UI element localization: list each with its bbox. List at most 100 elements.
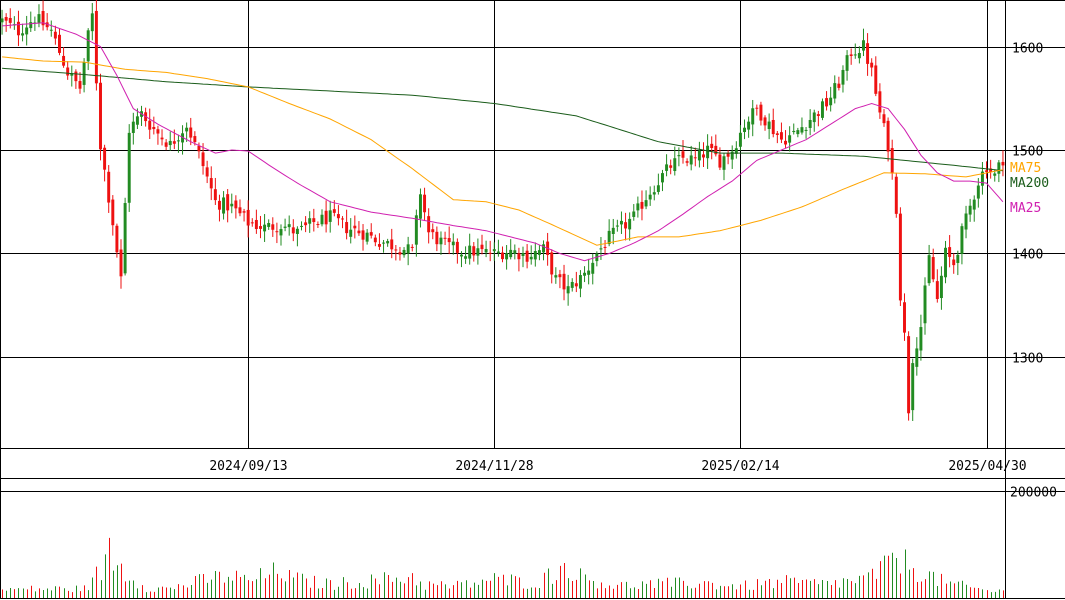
candle-down	[74, 71, 78, 82]
candle-up	[648, 194, 652, 200]
candle-down	[242, 211, 246, 213]
candle-down	[423, 194, 427, 213]
candle-up	[812, 112, 816, 123]
candle-down	[907, 336, 911, 414]
candle-up	[476, 248, 480, 256]
candle-up	[587, 270, 591, 275]
candle-up	[804, 129, 808, 131]
candle-down	[472, 246, 476, 256]
candle-down	[390, 239, 394, 250]
candle-down	[246, 209, 250, 226]
candle-up	[287, 224, 291, 228]
candle-down	[1001, 161, 1005, 166]
candle-down	[574, 283, 578, 287]
candle-down	[345, 222, 349, 234]
candle-up	[677, 155, 681, 157]
candles	[0, 0, 1005, 421]
candle-up	[808, 119, 812, 128]
candle-up	[628, 218, 632, 230]
candle-up	[37, 14, 41, 23]
candle-down	[898, 213, 902, 301]
candle-up	[542, 244, 545, 253]
candle-down	[201, 152, 205, 167]
candle-down	[447, 238, 451, 243]
candle-up	[406, 244, 410, 254]
candle-down	[488, 252, 492, 254]
candle-down	[771, 119, 775, 135]
ma75-line	[2, 56, 1003, 246]
candle-down	[164, 142, 168, 147]
candle-up	[632, 211, 636, 217]
candle-down	[259, 226, 262, 229]
candle-up	[70, 73, 74, 76]
candle-up	[599, 248, 603, 250]
candle-up	[82, 62, 86, 85]
candle-down	[99, 82, 102, 150]
candle-up	[267, 223, 271, 227]
candle-up	[607, 230, 611, 245]
candle-up	[767, 121, 771, 130]
candle-down	[377, 244, 381, 247]
candle-down	[784, 140, 788, 145]
price-tick-label: 1400	[1012, 248, 1043, 263]
candle-down	[435, 231, 439, 245]
candle-up	[185, 127, 189, 132]
candle-up	[90, 13, 94, 32]
candle-down	[870, 62, 874, 68]
candle-up	[135, 116, 139, 125]
legend-ma75: MA75	[1010, 161, 1041, 176]
candle-down	[693, 157, 697, 159]
candle-up	[980, 171, 984, 186]
candle-down	[702, 154, 705, 158]
candle-up	[21, 33, 25, 36]
candle-down	[669, 165, 673, 168]
candle-up	[533, 250, 537, 260]
candle-up	[386, 241, 390, 244]
candle-up	[923, 285, 927, 324]
candle-up	[747, 121, 751, 130]
candle-up	[611, 227, 615, 235]
candle-down	[341, 218, 344, 220]
candle-up	[49, 29, 53, 31]
candle-down	[369, 232, 373, 236]
candle-down	[501, 252, 504, 260]
candle-down	[714, 145, 718, 155]
candle-down	[148, 120, 152, 130]
candle-down	[755, 107, 759, 109]
candle-up	[86, 30, 90, 62]
candle-up	[738, 132, 742, 147]
candle-up	[927, 255, 931, 284]
candle-up	[857, 52, 861, 59]
candle-down	[710, 143, 714, 149]
candle-down	[205, 167, 209, 177]
candle-down	[952, 259, 956, 266]
candle-up	[956, 254, 960, 263]
candle-up	[915, 348, 919, 367]
candle-down	[324, 210, 328, 225]
candle-down	[837, 83, 841, 88]
candle-up	[127, 132, 131, 203]
candle-up	[222, 197, 226, 214]
candle-down	[62, 55, 66, 66]
candle-down	[849, 54, 853, 56]
candle-up	[644, 200, 648, 207]
price-tick-label: 1300	[1012, 352, 1043, 367]
candle-down	[209, 178, 213, 189]
candle-up	[743, 127, 746, 133]
candle-down	[172, 141, 176, 144]
candle-up	[328, 210, 332, 222]
candle-up	[972, 199, 976, 210]
candle-up	[349, 229, 353, 237]
candle-up	[673, 158, 677, 172]
candle-up	[308, 218, 312, 224]
candle-down	[66, 67, 70, 76]
date-tick-label: 2025/02/14	[701, 459, 779, 474]
candle-down	[431, 229, 435, 233]
candle-up	[968, 205, 972, 215]
candle-up	[619, 220, 623, 225]
candle-down	[558, 274, 562, 278]
candle-down	[189, 127, 193, 138]
ma25-line	[2, 22, 1004, 262]
candle-down	[948, 247, 952, 257]
